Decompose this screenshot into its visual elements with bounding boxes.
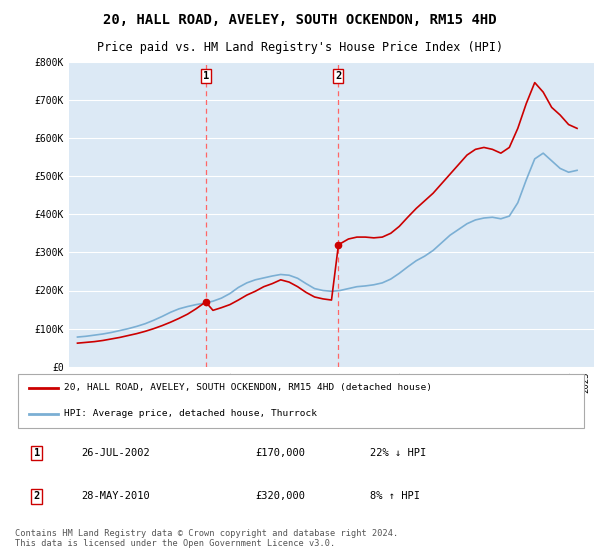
Text: 2: 2 <box>335 71 341 81</box>
Text: 1: 1 <box>203 71 209 81</box>
FancyBboxPatch shape <box>18 374 584 428</box>
Text: Contains HM Land Registry data © Crown copyright and database right 2024.
This d: Contains HM Land Registry data © Crown c… <box>15 529 398 548</box>
Text: 26-JUL-2002: 26-JUL-2002 <box>81 448 149 458</box>
Text: 20, HALL ROAD, AVELEY, SOUTH OCKENDON, RM15 4HD: 20, HALL ROAD, AVELEY, SOUTH OCKENDON, R… <box>103 13 497 27</box>
Text: 28-MAY-2010: 28-MAY-2010 <box>81 491 149 501</box>
Text: 1: 1 <box>34 448 40 458</box>
Text: HPI: Average price, detached house, Thurrock: HPI: Average price, detached house, Thur… <box>64 409 317 418</box>
Text: £170,000: £170,000 <box>256 448 305 458</box>
Text: 2: 2 <box>34 491 40 501</box>
Text: 20, HALL ROAD, AVELEY, SOUTH OCKENDON, RM15 4HD (detached house): 20, HALL ROAD, AVELEY, SOUTH OCKENDON, R… <box>64 383 432 392</box>
Text: Price paid vs. HM Land Registry's House Price Index (HPI): Price paid vs. HM Land Registry's House … <box>97 41 503 54</box>
Text: £320,000: £320,000 <box>256 491 305 501</box>
Text: 8% ↑ HPI: 8% ↑ HPI <box>370 491 420 501</box>
Text: 22% ↓ HPI: 22% ↓ HPI <box>370 448 427 458</box>
